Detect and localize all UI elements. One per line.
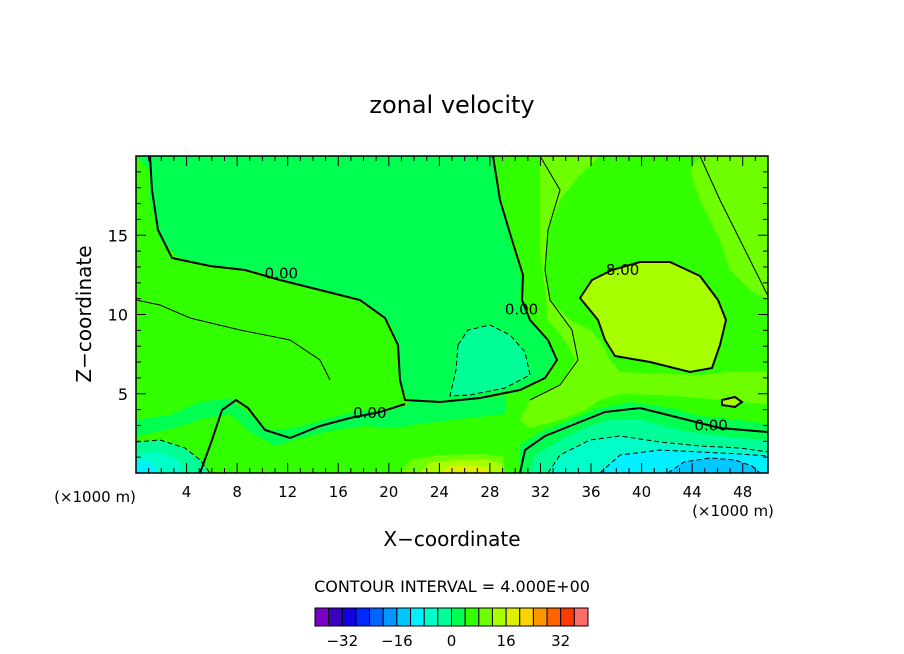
region-pos-low-left-band: [136, 414, 505, 473]
colorbar-swatch: [546, 607, 562, 627]
colorbar-swatch: [451, 607, 466, 627]
contour-label: 8.00: [606, 261, 639, 279]
contour-line-four-right: [699, 156, 768, 297]
contour-line-zero-low: [199, 398, 406, 473]
colorbar-swatch: [328, 607, 343, 627]
x-tick-label: 48: [733, 483, 752, 501]
region-neg-upper-left: [136, 156, 556, 404]
colorbar-swatch: [396, 607, 412, 627]
region-neg-bottom-right-5: [668, 458, 760, 473]
x-tick-label: 40: [632, 483, 651, 501]
x-unit-label-left: (×1000 m): [54, 488, 136, 506]
colorbar-swatch: [341, 607, 357, 627]
contour-line-neg-dashed-right-1: [547, 435, 768, 473]
colorbar-swatch: [423, 607, 439, 627]
colorbar-swatch: [478, 607, 493, 627]
colorbar-tick-label: −32: [326, 632, 358, 650]
x-tick-label: 28: [480, 483, 499, 501]
contour-line-neg-dashed-right-3: [667, 457, 761, 473]
colorbar-swatch: [355, 607, 371, 627]
y-tick-label: 15: [108, 226, 128, 245]
colorbar-swatch: [560, 607, 575, 627]
contour-line-four-left: [136, 299, 331, 381]
chart-title: zonal velocity: [369, 91, 534, 119]
colorbar-tick-label: 0: [447, 632, 457, 650]
colorbar-swatch: [519, 607, 534, 627]
x-ticks: 4 8 12 16 20 24 28 32 36 40 44 48: [148, 156, 756, 501]
region-neg-mid: [450, 325, 530, 396]
colorbar: [314, 607, 589, 627]
x-unit-label-right: (×1000 m): [692, 502, 774, 520]
contour-label: 0.00: [353, 404, 386, 422]
colorbar-swatch: [505, 607, 521, 627]
x-tick-label: 8: [232, 483, 242, 501]
contour-line-zero-right: [519, 406, 768, 473]
contour-line-four-upper: [529, 156, 579, 401]
contour-line-eight: [578, 261, 728, 374]
contour-label: 0.00: [505, 301, 538, 319]
y-ticks: 5 10 15: [108, 171, 768, 458]
colorbar-swatch: [369, 607, 384, 627]
contour-line-small-loop: [721, 395, 744, 409]
x-tick-label: 16: [329, 483, 348, 501]
x-tick-label: 32: [531, 483, 550, 501]
colorbar-swatch: [532, 607, 548, 627]
contour-labels: 0.00 0.00 0.00 8.00 0.00: [265, 261, 728, 434]
colorbar-swatch: [437, 607, 453, 627]
y-axis-label: Z−coordinate: [72, 245, 96, 382]
contour-label: 0.00: [265, 264, 298, 282]
colorbar-swatch: [382, 607, 398, 627]
colorbar-tick-label: 32: [551, 632, 570, 650]
x-tick-label: 36: [581, 483, 600, 501]
x-tick-label: 44: [683, 483, 702, 501]
colorbar-swatch: [491, 607, 507, 627]
contour-line-neg-dashed-mid: [449, 324, 531, 397]
colorbar-swatch: [314, 607, 330, 627]
colorbar-swatch: [410, 607, 425, 627]
contour-line-zero: [149, 156, 559, 404]
colorbar-ticks: −32 −16 0 16 32: [326, 632, 570, 650]
contour-label: 0.00: [694, 416, 727, 434]
contour-interval-text: CONTOUR INTERVAL = 4.000E+00: [314, 577, 590, 596]
x-tick-label: 12: [278, 483, 297, 501]
contour-lines: [136, 156, 768, 473]
x-axis-label: X−coordinate: [383, 527, 520, 551]
colorbar-swatch: [464, 607, 480, 627]
x-tick-label: 4: [182, 483, 192, 501]
plot-area: 0.000.000.008.000.00 4 8 12 16 20 24 28 32 36 40 4…: [108, 155, 769, 501]
region-8-12: [580, 262, 726, 372]
contour-line-neg-dashed-left: [136, 439, 211, 473]
colorbar-swatch: [573, 607, 589, 627]
region-neg-bottom-left-3: [136, 462, 158, 473]
colorbar-tick-label: 16: [497, 632, 516, 650]
region-4-8-right: [520, 156, 768, 428]
y-tick-label: 10: [108, 306, 128, 325]
x-tick-label: 20: [379, 483, 398, 501]
y-tick-label: 5: [118, 385, 128, 404]
x-tick-label: 24: [430, 483, 449, 501]
colorbar-tick-label: −16: [381, 632, 413, 650]
